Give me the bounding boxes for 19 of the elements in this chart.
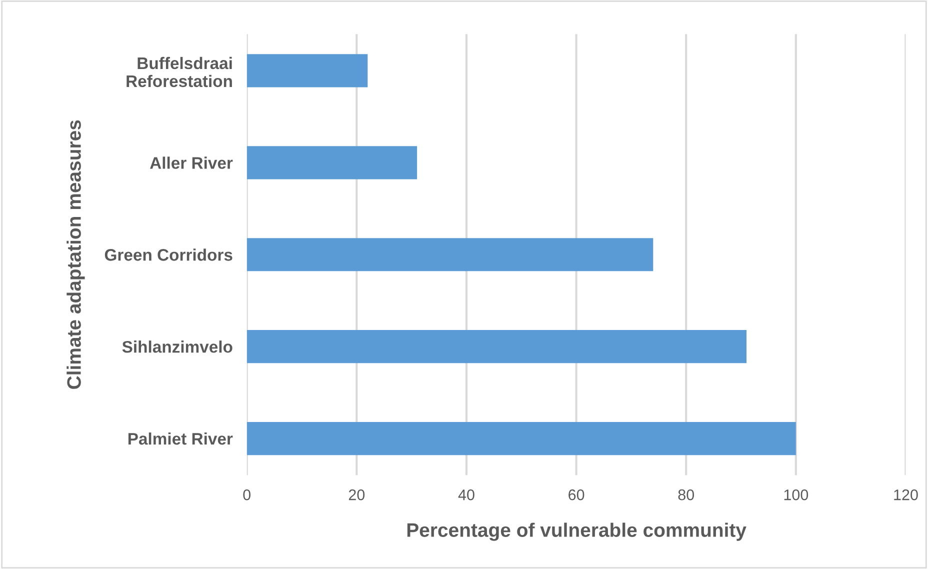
x-tick-label: 0 <box>243 489 250 500</box>
x-axis-title: Percentage of vulnerable community <box>407 522 746 541</box>
y-tick-label: Buffelsdraai Reforestation <box>126 56 232 88</box>
x-tick-label: 100 <box>784 489 808 500</box>
y-tick-label: Aller River <box>150 156 233 169</box>
y-tick-label: Green Corridors <box>104 248 232 261</box>
y-axis-title: Climate adaptation measures <box>66 120 85 389</box>
bar <box>246 146 418 180</box>
x-tick-label: 80 <box>678 489 694 500</box>
x-tick-label: 60 <box>568 489 584 500</box>
bar <box>246 238 654 272</box>
x-tick-label: 40 <box>458 489 474 500</box>
bar <box>246 330 746 364</box>
x-tick-label: 120 <box>894 489 918 500</box>
bar <box>246 54 368 88</box>
bar <box>246 422 796 456</box>
y-tick-label: Palmiet River <box>128 432 233 445</box>
y-tick-label: Sihlanzimvelo <box>122 340 232 353</box>
x-tick-label: 20 <box>348 489 365 500</box>
